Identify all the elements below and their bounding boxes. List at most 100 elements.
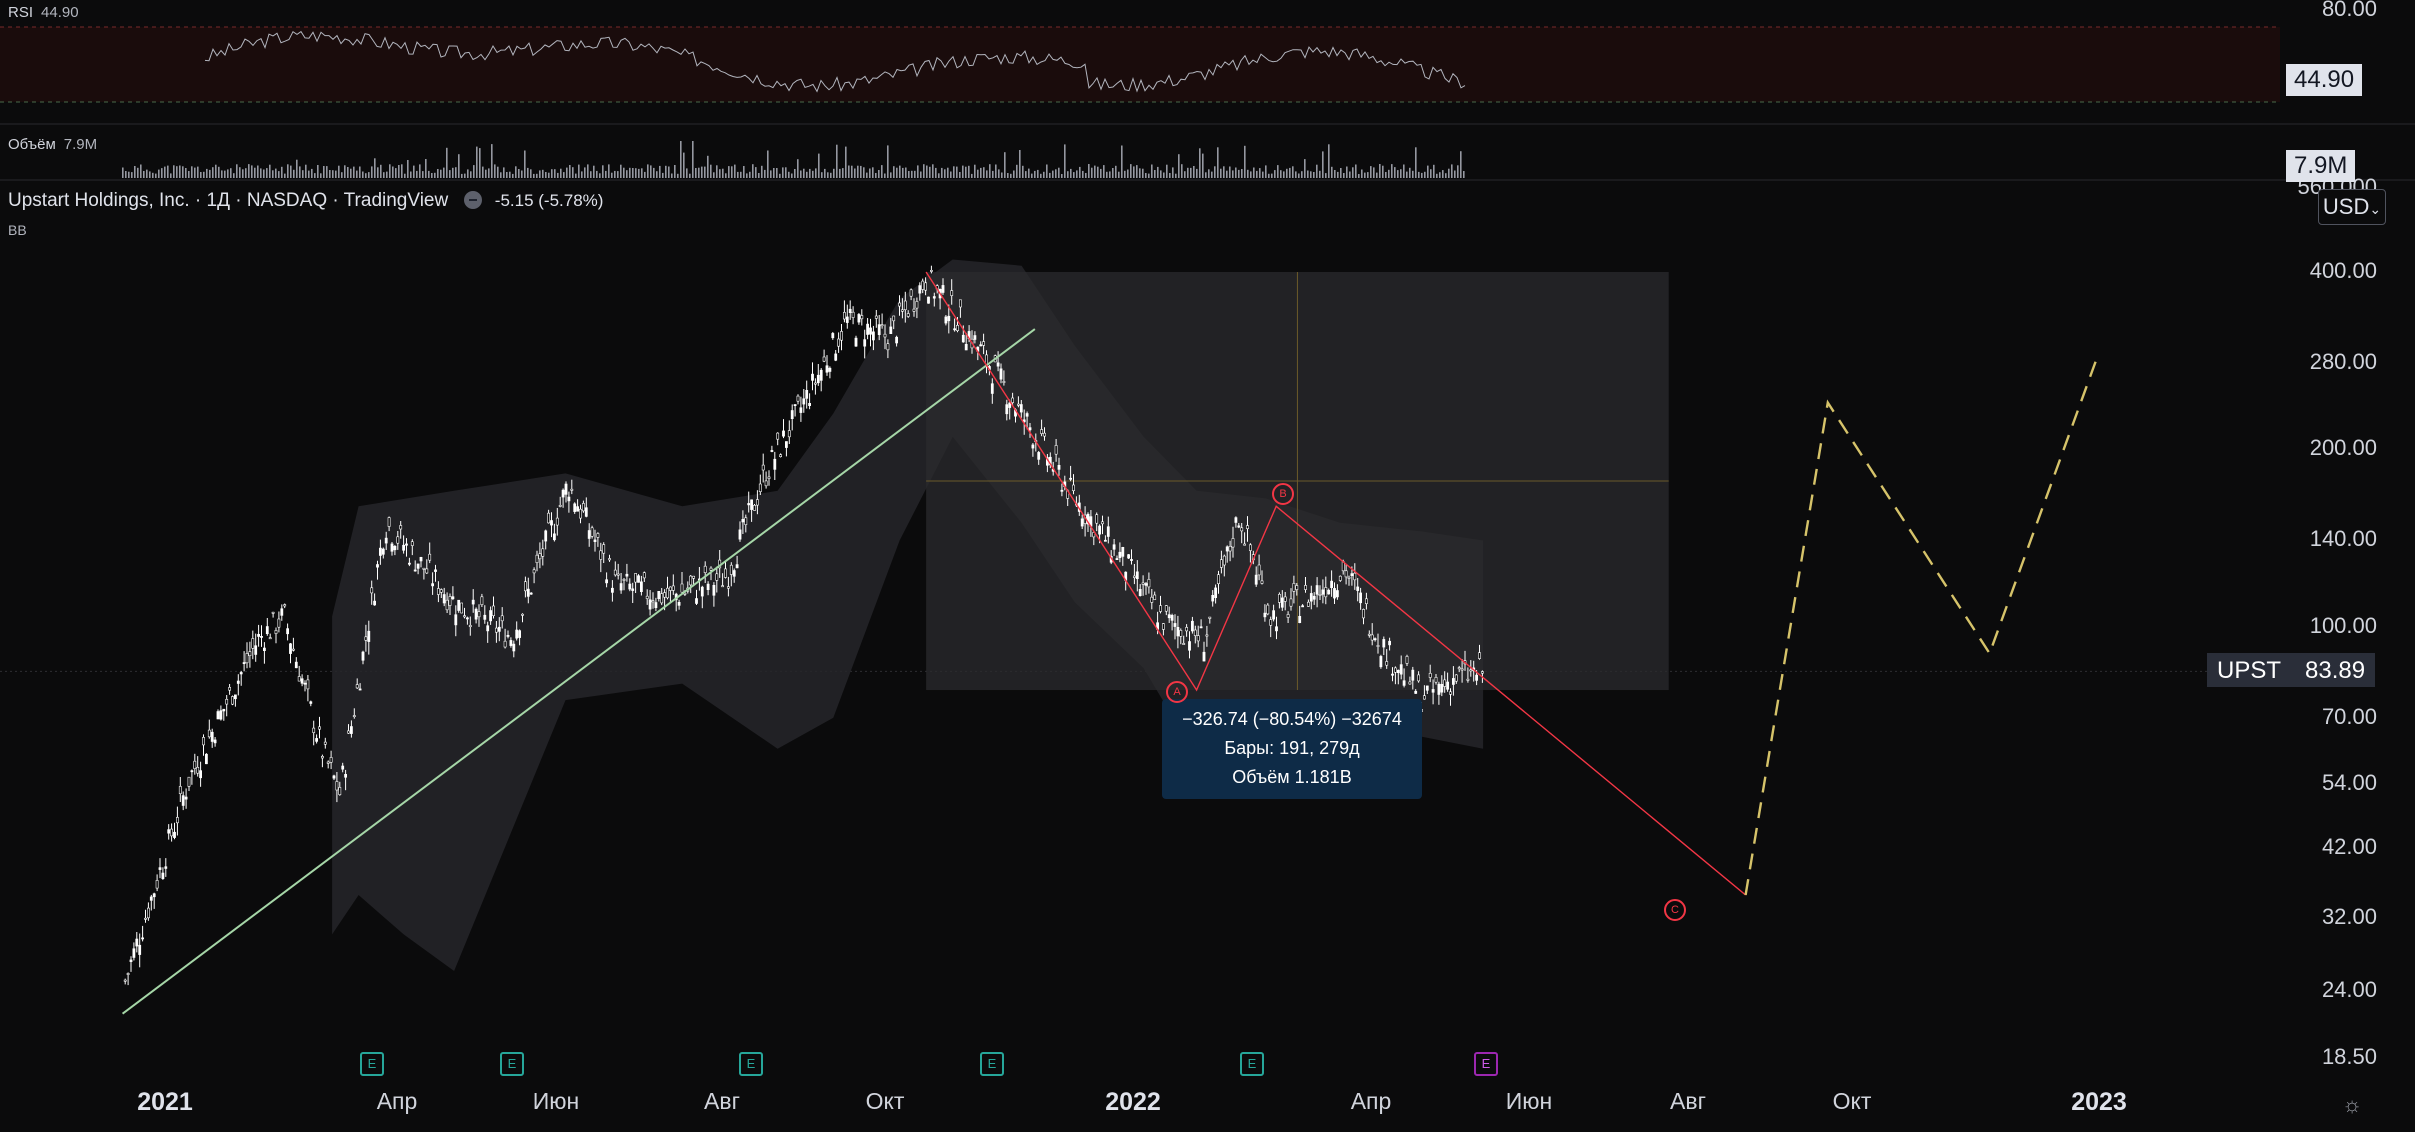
time-axis-label: 2023 [2071, 1088, 2127, 1116]
candle-body [248, 651, 252, 656]
candle-body [608, 558, 611, 561]
candle-body [1460, 668, 1464, 671]
volume-bar [887, 145, 889, 178]
candle-body [793, 404, 797, 407]
candle-body [329, 757, 333, 763]
volume-bar [965, 166, 967, 178]
candle-body [1162, 623, 1165, 630]
candle-body [222, 708, 226, 712]
time-axis-label: Окт [1832, 1088, 1872, 1114]
volume-bar [542, 169, 544, 178]
earnings-icon[interactable]: E [1240, 1052, 1264, 1076]
candle-body [1272, 610, 1276, 620]
candle-body [257, 633, 261, 637]
volume-bar [860, 165, 862, 178]
volume-bar [1076, 170, 1078, 178]
candle-body [761, 464, 765, 471]
wave-label-c[interactable]: C [1664, 899, 1686, 921]
wave-label-a[interactable]: A [1166, 681, 1188, 703]
volume-bar [1277, 165, 1279, 178]
candle-body [1336, 590, 1339, 598]
volume-bar [1142, 168, 1144, 178]
candle-body [149, 896, 153, 901]
volume-bar [842, 168, 844, 178]
candle-body [234, 694, 237, 700]
candle-body [448, 596, 452, 606]
candle-body [312, 727, 316, 733]
candle-body [689, 575, 693, 586]
earnings-icon[interactable]: E [1474, 1052, 1498, 1076]
volume-bar [1304, 159, 1306, 178]
volume-bar [905, 167, 907, 178]
gear-icon[interactable]: ☼ [2342, 1092, 2363, 1117]
market-status-icon[interactable] [463, 191, 482, 209]
volume-bar [896, 167, 898, 178]
volume-bar [1259, 168, 1261, 178]
volume-bar [149, 171, 151, 178]
volume-bar [1055, 169, 1057, 178]
candle-body [1208, 616, 1212, 619]
candle-body [1379, 656, 1383, 668]
volume-bar [515, 166, 517, 178]
volume-bar [230, 168, 232, 178]
rsi-legend[interactable]: RSI 44.90 [8, 4, 79, 21]
volume-bar [194, 167, 196, 178]
volume-bar [1436, 173, 1438, 178]
volume-bar [218, 166, 220, 178]
candle-body [236, 680, 240, 684]
candle-body [184, 796, 188, 800]
volume-bar [521, 170, 523, 178]
volume-bar [926, 165, 928, 178]
volume-bar [755, 167, 757, 178]
time-axis-label: Авг [704, 1088, 740, 1114]
candle-body [352, 715, 356, 718]
candle-body [387, 517, 391, 527]
volume-bar [380, 164, 382, 178]
volume-legend[interactable]: Объём 7.9M [8, 136, 97, 153]
earnings-icon[interactable]: E [980, 1052, 1004, 1076]
volume-bar [1205, 172, 1207, 178]
volume-bar [371, 166, 373, 178]
candle-body [1011, 397, 1015, 403]
candle-body [265, 626, 269, 634]
candle-body [138, 944, 142, 955]
candle-body [854, 337, 858, 347]
volume-bar [638, 168, 640, 178]
last-price-symbol: UPST [2217, 657, 2282, 684]
earnings-icon[interactable]: E [500, 1052, 524, 1076]
interval[interactable]: 1Д [206, 190, 230, 211]
wave-label-b[interactable]: B [1272, 483, 1294, 505]
volume-bar [1301, 171, 1303, 178]
volume-bar [1418, 171, 1420, 178]
bb-indicator-label[interactable]: BB [8, 222, 27, 238]
volume-bar [1049, 172, 1051, 178]
candle-body [413, 569, 417, 572]
candle-body [1164, 605, 1168, 612]
volume-bar [251, 165, 253, 178]
volume-bar [545, 172, 547, 178]
symbol-header[interactable]: Upstart Holdings, Inc. · 1Д · NASDAQ · T… [8, 190, 604, 211]
candle-body [161, 872, 165, 879]
volume-bar [596, 170, 598, 178]
earnings-icon[interactable]: E [739, 1052, 763, 1076]
volume-bar [122, 167, 124, 178]
candle-body [1269, 619, 1273, 626]
volume-bar [818, 153, 820, 178]
volume-bar [1040, 173, 1042, 178]
volume-bar [482, 166, 484, 178]
earnings-icon[interactable]: E [360, 1052, 384, 1076]
candle-body [822, 356, 826, 362]
volume-bar [833, 168, 835, 178]
candle-body [1312, 595, 1316, 600]
candle-body [613, 569, 617, 576]
candle-body [1330, 580, 1334, 588]
currency-select[interactable]: USD⌄ [2318, 189, 2386, 225]
candle-body [1118, 551, 1122, 559]
volume-bar [245, 168, 247, 178]
volume-bar [938, 173, 940, 178]
candle-body [315, 738, 319, 742]
volume-bar [500, 172, 502, 178]
candle-body [219, 710, 223, 720]
